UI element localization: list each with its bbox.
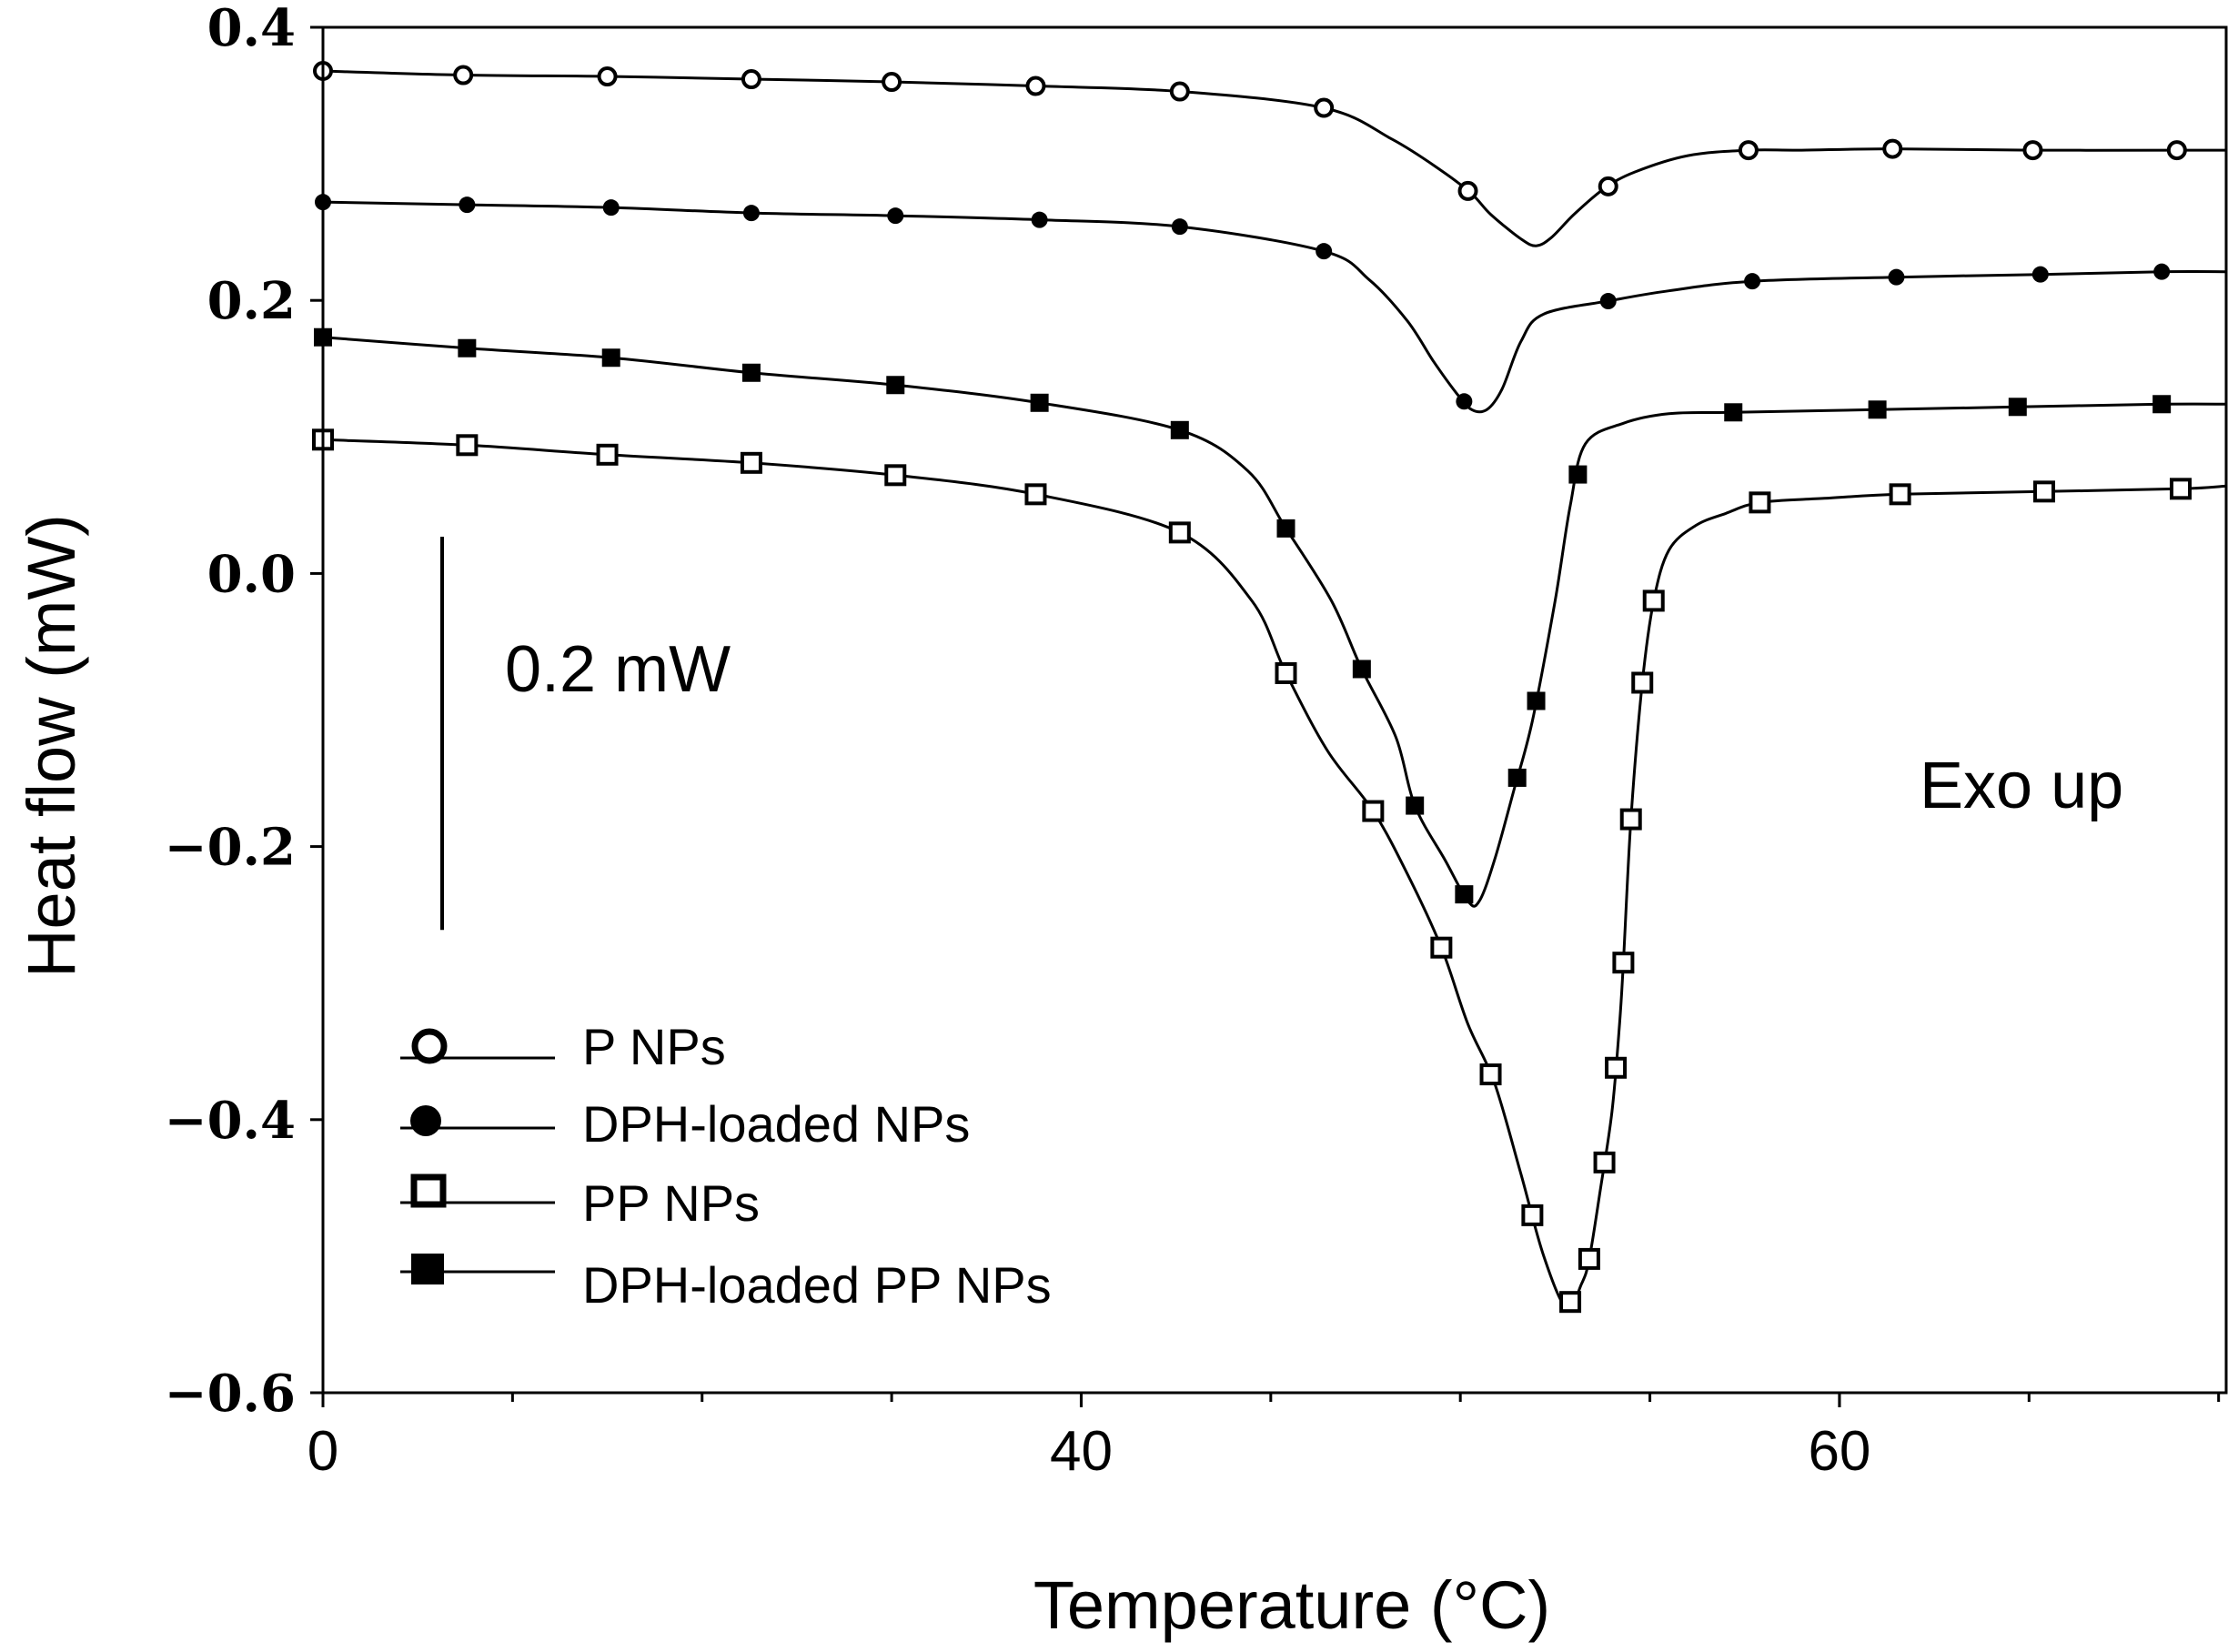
y-tick-label: 0.2 bbox=[207, 271, 296, 331]
data-point-pp-nps bbox=[1559, 1291, 1582, 1314]
x-tick-label: 60 bbox=[1808, 1420, 1870, 1483]
data-point-dph-loaded-pp-nps bbox=[1030, 393, 1049, 412]
legend: P NPs DPH-loaded NPs PP NPs DPH-loaded P… bbox=[400, 1018, 1052, 1314]
data-point-dph-loaded-pp-nps bbox=[2152, 395, 2172, 414]
data-point-pp-nps bbox=[456, 434, 479, 457]
y-tick-label: −0.2 bbox=[165, 818, 296, 878]
legend-label-pp-nps: PP NPs bbox=[582, 1174, 760, 1232]
data-point-dph-loaded-nps bbox=[459, 196, 476, 214]
scale-bar-label: 0.2 mW bbox=[505, 633, 731, 706]
data-point-p-nps bbox=[1738, 140, 1759, 161]
exo-up-label: Exo up bbox=[1920, 750, 2123, 822]
data-point-dph-loaded-pp-nps bbox=[1352, 660, 1371, 679]
data-point-pp-nps bbox=[1605, 1056, 1628, 1079]
y-axis-title: Heat flow (mW) bbox=[14, 514, 89, 978]
data-point-dph-loaded-nps bbox=[1316, 243, 1333, 260]
data-point-pp-nps bbox=[884, 464, 907, 487]
data-point-dph-loaded-nps bbox=[1031, 211, 1048, 228]
data-point-dph-loaded-pp-nps bbox=[601, 348, 620, 368]
data-point-dph-loaded-nps bbox=[1599, 293, 1617, 310]
data-point-dph-loaded-nps bbox=[1888, 268, 1905, 286]
x-tick-label: 0 bbox=[307, 1420, 338, 1483]
data-point-dph-loaded-pp-nps bbox=[1406, 796, 1425, 815]
data-point-pp-nps bbox=[1889, 483, 1911, 506]
data-point-pp-nps bbox=[2032, 480, 2055, 503]
data-point-pp-nps bbox=[1275, 661, 1297, 684]
data-point-pp-nps bbox=[1631, 671, 1654, 694]
data-point-dph-loaded-nps bbox=[2153, 263, 2171, 280]
legend-marker-pp-nps bbox=[410, 1174, 447, 1208]
data-point-pp-nps bbox=[1430, 936, 1453, 959]
data-point-dph-loaded-nps bbox=[1456, 393, 1473, 410]
data-point-dph-loaded-pp-nps bbox=[1868, 400, 1887, 419]
data-point-pp-nps bbox=[1642, 589, 1665, 612]
x-tick-label: 40 bbox=[1050, 1420, 1113, 1483]
data-point-p-nps bbox=[1314, 97, 1335, 118]
data-point-pp-nps bbox=[1362, 800, 1385, 822]
y-tick-label: −0.4 bbox=[165, 1091, 296, 1151]
legend-label-dph-loaded-pp-nps: DPH-loaded PP NPs bbox=[582, 1256, 1052, 1314]
data-point-dph-loaded-pp-nps bbox=[1170, 420, 1189, 439]
data-point-dph-loaded-pp-nps bbox=[2008, 398, 2027, 417]
data-point-pp-nps bbox=[1168, 521, 1191, 544]
ticks-layer: 0.4 0.2 0.0 −0.2 −0.4 −0.60 40 60 bbox=[165, 0, 2221, 1483]
lines-layer bbox=[322, 69, 2227, 1311]
legend-label-p-nps: P NPs bbox=[582, 1018, 726, 1075]
data-point-dph-loaded-nps bbox=[1171, 218, 1188, 236]
data-point-p-nps bbox=[1457, 180, 1478, 201]
data-point-pp-nps bbox=[1749, 491, 1771, 514]
data-point-pp-nps bbox=[1521, 1204, 1544, 1226]
data-point-p-nps bbox=[2022, 140, 2043, 161]
data-point-p-nps bbox=[1882, 138, 1903, 159]
series-line-dph-loaded-nps bbox=[322, 200, 2227, 414]
data-point-p-nps bbox=[1169, 81, 1190, 102]
series-line-pp-nps bbox=[322, 438, 2227, 1311]
data-point-dph-loaded-nps bbox=[1744, 273, 1761, 290]
data-point-pp-nps bbox=[1479, 1063, 1502, 1086]
data-point-pp-nps bbox=[1578, 1247, 1600, 1270]
data-point-pp-nps bbox=[1612, 952, 1635, 974]
data-point-dph-loaded-pp-nps bbox=[1455, 885, 1474, 904]
data-point-dph-loaded-nps bbox=[2031, 266, 2049, 283]
data-point-p-nps bbox=[2166, 140, 2187, 161]
data-point-pp-nps bbox=[596, 443, 619, 466]
data-point-pp-nps bbox=[1024, 483, 1047, 506]
plot-frame bbox=[321, 25, 2228, 1395]
legend-marker-dph-loaded-pp-nps bbox=[411, 1254, 444, 1284]
legend-marker-dph-loaded-nps bbox=[410, 1105, 441, 1136]
data-point-dph-loaded-pp-nps bbox=[1568, 465, 1588, 484]
legend-marker-p-nps bbox=[411, 1028, 448, 1064]
markers-layer bbox=[312, 61, 2192, 1314]
data-point-dph-loaded-nps bbox=[887, 207, 904, 225]
data-point-dph-loaded-nps bbox=[602, 199, 620, 217]
y-tick-label: 0.4 bbox=[207, 0, 296, 58]
data-point-dph-loaded-pp-nps bbox=[741, 363, 761, 382]
series-line-p-nps bbox=[322, 69, 2226, 247]
data-point-p-nps bbox=[741, 69, 761, 90]
data-point-dph-loaded-pp-nps bbox=[886, 376, 905, 395]
data-point-dph-loaded-pp-nps bbox=[458, 338, 477, 358]
y-tick-label: −0.6 bbox=[165, 1364, 296, 1424]
data-point-dph-loaded-pp-nps bbox=[1276, 519, 1295, 538]
legend-label-dph-loaded-nps: DPH-loaded NPs bbox=[582, 1095, 970, 1153]
x-axis-title: Temperature (°C) bbox=[1033, 1567, 1550, 1643]
data-point-pp-nps bbox=[1619, 808, 1642, 831]
data-point-dph-loaded-pp-nps bbox=[1507, 768, 1527, 787]
y-tick-label: 0.0 bbox=[207, 544, 296, 604]
data-point-dph-loaded-pp-nps bbox=[1527, 691, 1546, 710]
data-point-p-nps bbox=[1598, 176, 1618, 196]
series-line-dph-loaded-pp-nps bbox=[322, 336, 2227, 908]
data-point-pp-nps bbox=[2169, 478, 2192, 500]
data-point-pp-nps bbox=[1593, 1151, 1616, 1174]
data-point-p-nps bbox=[882, 72, 902, 93]
data-point-pp-nps bbox=[740, 451, 762, 474]
data-point-dph-loaded-nps bbox=[742, 205, 760, 222]
data-point-p-nps bbox=[453, 65, 474, 86]
data-point-dph-loaded-pp-nps bbox=[1724, 403, 1743, 422]
data-point-p-nps bbox=[1025, 76, 1046, 96]
data-point-p-nps bbox=[597, 66, 618, 87]
